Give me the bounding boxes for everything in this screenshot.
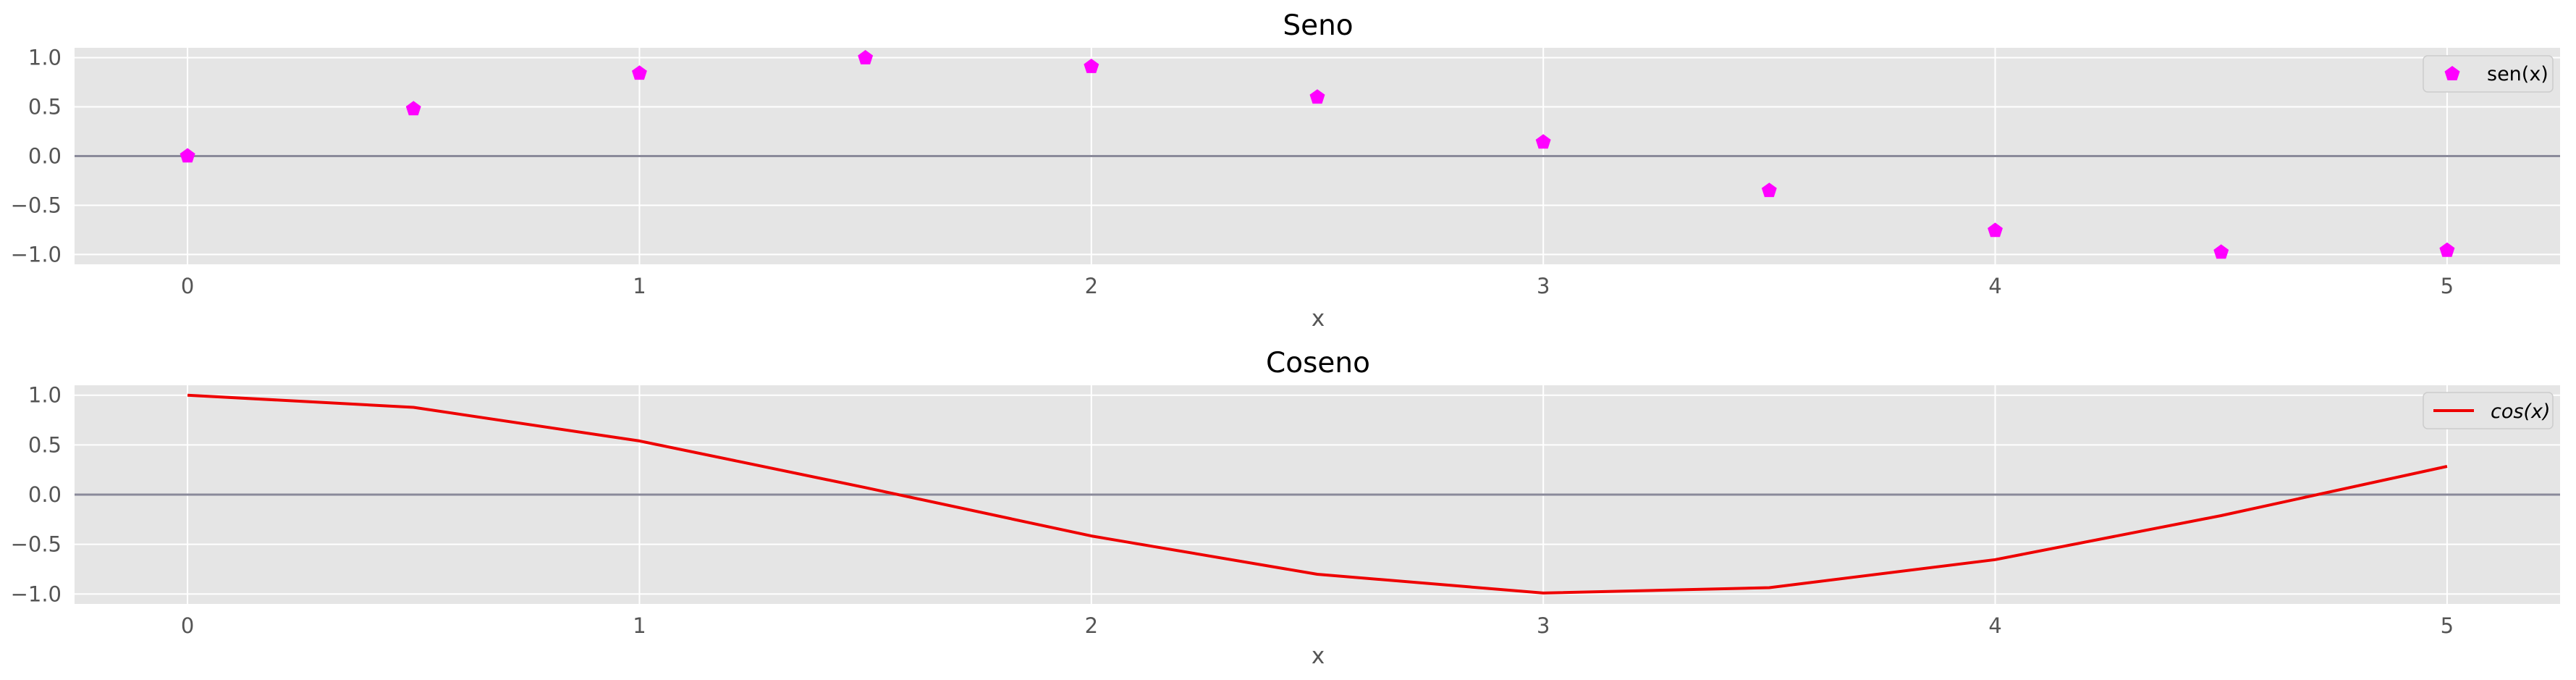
legend-marker-shape [2444,66,2460,80]
x-tick-label: 1 [633,274,646,298]
chart-title-seno: Seno [1283,9,1353,42]
x-tick-label: 3 [1537,274,1550,298]
x-axis-label-coseno: x [1312,643,1325,669]
y-tick-label: 1.0 [28,383,62,408]
x-tick-label: 0 [181,613,194,638]
legend-label-coseno: cos(x) [2491,400,2550,423]
legend-marker-seno [2444,66,2460,80]
data-point [2213,244,2229,259]
subplot-seno: 0 1 2 3 4 5 −1.0 −0.5 0.0 0.5 1.0 Seno x sen(x) [11,9,2560,332]
data-point [1084,59,1099,73]
data-point [1761,182,1777,198]
chart-title-coseno: Coseno [1266,347,1370,379]
x-tick-label: 4 [1988,274,2001,298]
data-point [1309,89,1325,104]
x-tick-label: 1 [633,613,646,638]
x-tick-labels-seno: 0 1 2 3 4 5 [181,274,2454,298]
y-tick-label: 1.0 [28,46,62,70]
y-tick-label: −1.0 [11,582,62,606]
y-tick-label: 0.0 [28,482,62,507]
series-line [187,393,2448,595]
legend-box-seno [2423,55,2554,93]
x-tick-label: 4 [1988,613,2001,638]
legend-label-seno: sen(x) [2487,63,2548,85]
x-tick-label: 0 [181,274,194,298]
y-tick-label: −0.5 [11,532,62,557]
legend-coseno: cos(x) [2423,392,2554,429]
x-tick-label: 5 [2441,613,2454,638]
data-point [180,148,195,163]
x-tick-label: 5 [2441,274,2454,298]
x-tick-label: 2 [1085,274,1098,298]
subplot-coseno: 0 1 2 3 4 5 −1.0 −0.5 0.0 0.5 1.0 Coseno x cos(x) [11,347,2560,669]
data-point [1988,222,2003,238]
data-point [1535,134,1551,149]
y-tick-label: 0.5 [28,95,62,119]
x-tick-labels-coseno: 0 1 2 3 4 5 [181,613,2454,638]
series-coseno [187,393,2448,595]
legend-seno: sen(x) [2423,55,2554,93]
y-tick-label: −1.0 [11,242,62,266]
x-tick-label: 3 [1537,613,1550,638]
y-tick-label: 0.0 [28,144,62,169]
y-tick-labels-coseno: −1.0 −0.5 0.0 0.5 1.0 [11,383,62,607]
data-point [405,101,421,116]
data-point [2439,242,2455,257]
y-tick-labels-seno: −1.0 −0.5 0.0 0.5 1.0 [11,46,62,267]
y-tick-label: 0.5 [28,432,62,457]
x-axis-label-seno: x [1312,306,1325,332]
data-point [632,65,647,80]
legend-box-coseno [2423,392,2554,429]
y-tick-label: −0.5 [11,193,62,217]
series-seno [180,50,2455,259]
data-point [858,50,874,64]
x-tick-label: 2 [1085,613,1098,638]
